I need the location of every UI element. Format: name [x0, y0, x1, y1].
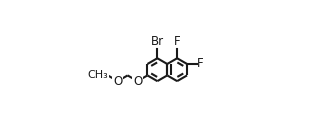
Text: O: O — [113, 75, 122, 88]
Text: O: O — [133, 75, 142, 88]
Text: Br: Br — [151, 35, 164, 48]
Text: F: F — [174, 35, 180, 48]
Text: F: F — [197, 57, 204, 71]
Text: CH₃: CH₃ — [87, 70, 108, 80]
